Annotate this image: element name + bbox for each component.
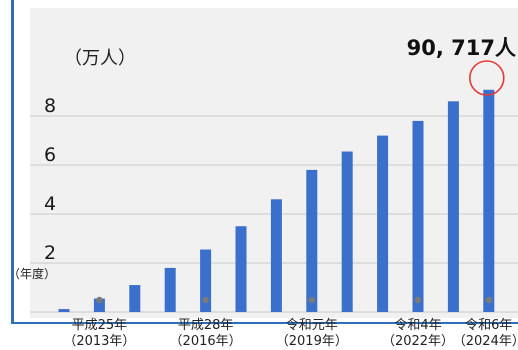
marker-dot-2016 — [202, 296, 209, 304]
x-axis-label: （年度） — [8, 266, 56, 281]
bar-2015 — [164, 267, 176, 312]
x-tick-label-year: （2024年） — [453, 334, 518, 349]
x-tick-label-year: （2022年） — [382, 334, 454, 349]
x-tick-label: 令和元年 — [286, 318, 338, 333]
y-tick-label: 6 — [44, 144, 56, 166]
bar-2021 — [377, 135, 389, 312]
x-tick-label-year: （2019年） — [276, 334, 348, 349]
marker-dot-2024 — [485, 296, 492, 304]
marker-dot-2022 — [414, 296, 422, 304]
bar-2018 — [270, 199, 282, 312]
y-tick-label: 8 — [44, 95, 56, 117]
x-tick-label-year: （2013年） — [63, 334, 135, 349]
x-tick-label: 令和6年 — [465, 318, 512, 333]
bar-2016 — [200, 249, 212, 312]
bar-2019 — [306, 169, 318, 312]
bar-2020 — [341, 151, 353, 312]
bar-2012 — [58, 309, 70, 312]
x-tick-label: 平成28年 — [178, 318, 234, 333]
frame-bottom-border — [11, 322, 518, 324]
x-tick-label-year: （2016年） — [170, 334, 242, 349]
x-tick-label: 平成25年 — [72, 318, 128, 333]
x-tick-label: 令和4年 — [394, 318, 441, 333]
annotation-value: 90, 717人 — [407, 36, 516, 60]
y-tick-label: 2 — [44, 242, 56, 264]
marker-dot-2019 — [308, 296, 315, 304]
bar-2023 — [447, 101, 459, 312]
bar-2013 — [93, 298, 105, 312]
bar-2014 — [129, 285, 141, 312]
marker-dot-2013 — [96, 296, 103, 304]
bar-2024 — [483, 89, 495, 312]
highlight-circle — [468, 60, 505, 96]
y-unit-label: （万人） — [64, 48, 136, 69]
y-tick-label: 4 — [44, 193, 56, 215]
bar-2022 — [412, 120, 424, 313]
frame-left-border — [11, 0, 14, 322]
bar-2017 — [235, 226, 247, 312]
